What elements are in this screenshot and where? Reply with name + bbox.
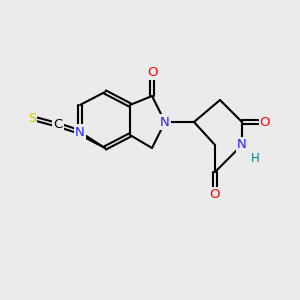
- Text: O: O: [210, 188, 220, 202]
- Text: C: C: [53, 118, 63, 131]
- Text: N: N: [160, 116, 170, 128]
- Text: O: O: [147, 65, 157, 79]
- Text: H: H: [250, 152, 260, 164]
- Text: N: N: [75, 125, 85, 139]
- Text: O: O: [260, 116, 270, 128]
- Text: N: N: [237, 139, 247, 152]
- Text: S: S: [28, 112, 36, 124]
